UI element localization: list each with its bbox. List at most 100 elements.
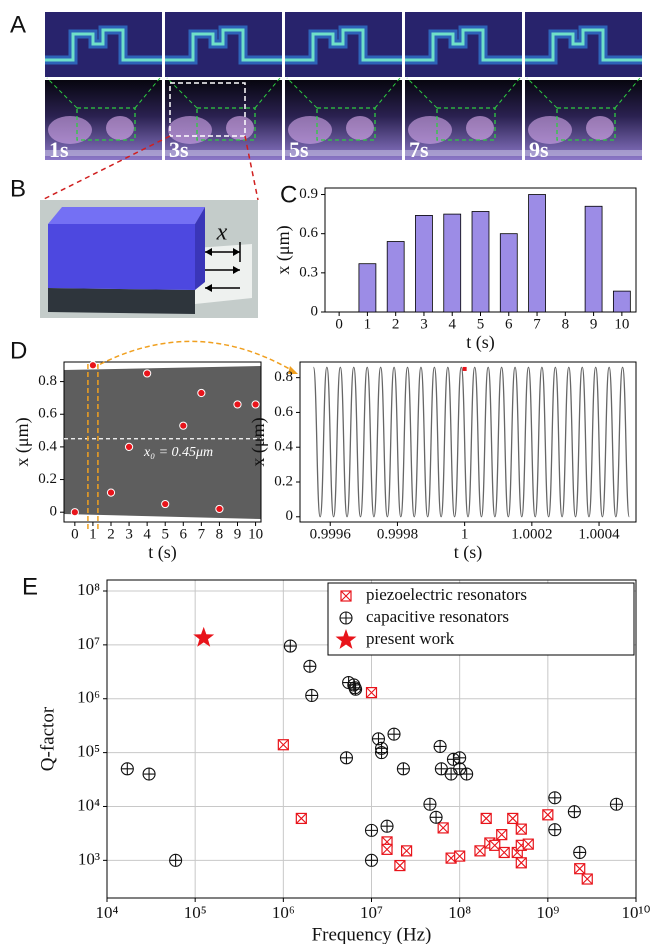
marker-circle-plus	[429, 810, 443, 824]
roi-line	[46, 77, 78, 109]
image-label: 7s	[409, 137, 429, 162]
marker-star	[193, 626, 215, 647]
x-tick-label: 0.9996	[310, 526, 352, 542]
x-tick-label: 10	[614, 316, 629, 332]
y-axis-label: Q-factor	[37, 706, 58, 771]
plot-frame	[106, 579, 637, 899]
annotation: x₀ = 0.45μm	[143, 445, 213, 460]
block-top	[48, 207, 205, 224]
marker-boxed-x	[400, 845, 413, 857]
x-tick-label: 4	[448, 316, 456, 332]
x-tick-label: 7	[198, 526, 206, 542]
y-tick-label: 0.2	[274, 473, 293, 489]
highlight-point	[462, 366, 467, 371]
marker-circle-plus	[371, 732, 386, 746]
marker-cross	[169, 854, 182, 867]
marker-circle-plus	[364, 853, 379, 867]
y-tick-label: 0.8	[38, 373, 57, 389]
y-axis-label: x (μm)	[12, 417, 33, 466]
point	[124, 442, 134, 451]
x-tick-label: 3	[420, 316, 428, 332]
panel-b-image: x	[40, 135, 259, 318]
marker-boxed-x	[295, 812, 307, 825]
bar	[612, 290, 631, 313]
y-tick-label: 10⁸	[77, 580, 100, 599]
base-slab	[48, 288, 195, 314]
marker-boxed-x	[474, 845, 486, 857]
roi	[436, 107, 496, 141]
marker-boxed-x	[507, 812, 519, 825]
y-tick-label: 10⁷	[77, 634, 100, 653]
chart-0: 0 0.3 0.6 0.9 t (s) x (μm) 0 1 2 3 4 5 6 7 8 9 10	[273, 186, 637, 353]
marker-cross	[542, 809, 554, 821]
x-tick-label: 7	[533, 316, 541, 332]
afm-trace	[285, 28, 402, 62]
chart-2: 0 0.2 0.4 0.6 0.8 0.9996 0.9998 1 1.0002 1.0004 t …	[248, 361, 637, 563]
marker-boxed-x	[381, 843, 393, 855]
glow	[106, 116, 134, 140]
point	[70, 508, 79, 517]
roi	[196, 107, 256, 141]
bar	[358, 263, 377, 313]
strip	[405, 150, 522, 156]
image-label: 5s	[289, 137, 309, 162]
legend-label: capacitive resonators	[366, 607, 509, 626]
marker-boxed-x	[498, 846, 510, 859]
marker-boxed-x	[394, 859, 406, 872]
y-axis-label: x (μm)	[273, 225, 294, 274]
x-tick-label: 4	[143, 526, 151, 542]
x-tick-label: 0.9998	[377, 526, 418, 542]
y-tick-label: 0.3	[299, 264, 318, 280]
marker-circle-plus	[423, 797, 437, 811]
point	[197, 388, 206, 398]
marker-boxed-x	[480, 812, 492, 825]
strip	[45, 150, 162, 156]
legend: piezoelectric resonators capacitive reson…	[327, 582, 635, 656]
marker-cross	[366, 687, 377, 698]
marker-boxed-x	[365, 686, 378, 699]
afm-trace	[525, 28, 642, 62]
marker-cross	[548, 823, 561, 836]
afm-trace	[405, 28, 522, 62]
y-tick-label: 0.6	[299, 225, 318, 241]
bar	[443, 213, 462, 313]
b-label: x	[216, 220, 228, 246]
panel-label: D	[10, 337, 27, 364]
marker-cross	[401, 845, 412, 857]
glow	[586, 116, 614, 140]
y-axis-label: x (μm)	[248, 417, 269, 466]
marker-cross	[454, 850, 466, 862]
marker-circle-plus	[283, 639, 297, 653]
roi	[76, 107, 136, 141]
marker-cross	[394, 860, 406, 871]
strip	[285, 150, 402, 156]
marker-circle-plus	[609, 797, 623, 811]
marker-cross	[381, 843, 393, 855]
glow	[466, 116, 494, 140]
image-label: 9s	[529, 137, 549, 162]
marker-circle-plus	[387, 727, 401, 741]
marker-circle-plus	[374, 746, 389, 760]
marker-circle-plus	[339, 611, 353, 625]
arrow-head	[205, 284, 212, 292]
y-tick-label: 0.4	[38, 438, 57, 454]
marker-cross	[434, 740, 447, 753]
strip	[525, 150, 642, 156]
marker-cross	[397, 762, 410, 775]
marker-circle-plus	[364, 823, 379, 837]
legend-box	[327, 582, 635, 656]
marker-cross	[574, 863, 586, 875]
y-tick-label: 0.4	[274, 439, 293, 455]
point	[233, 400, 242, 409]
marker-cross	[121, 762, 134, 775]
marker-cross	[349, 683, 362, 696]
x-tick-label: 8	[216, 526, 224, 542]
marker-star	[193, 626, 215, 647]
marker-circle-plus	[305, 688, 319, 703]
panel-label: B	[10, 175, 26, 202]
x-tick-label: 6	[505, 316, 513, 332]
bar	[415, 215, 433, 313]
marker-cross	[489, 839, 501, 851]
bar	[386, 241, 405, 313]
